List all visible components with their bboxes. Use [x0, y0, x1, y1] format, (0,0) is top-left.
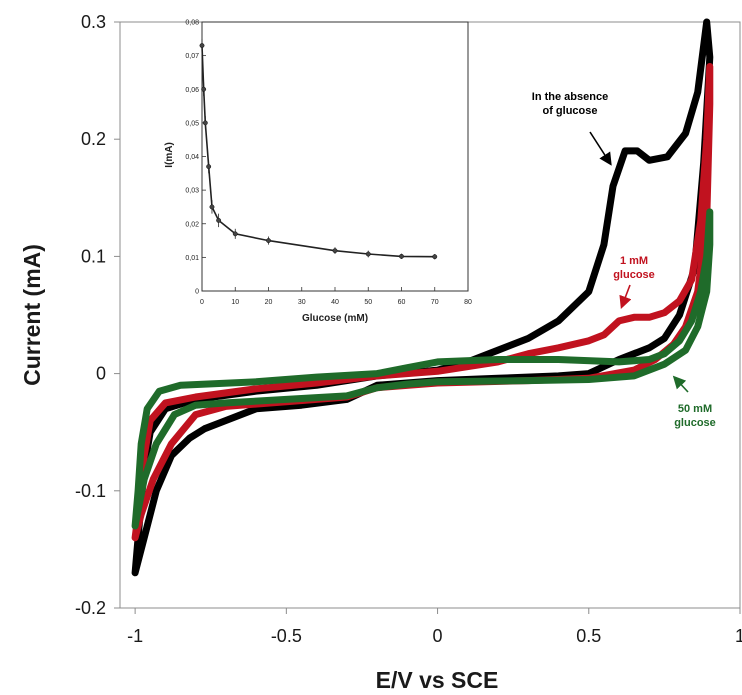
y-tick-label: 0.3 [81, 12, 106, 32]
main-plot-area: -0.2 -0.1 0 0.1 0.2 0.3 -1 -0.5 0 0.5 1 E/V vs SCE C… [19, 12, 742, 693]
x-tick-label: 0.5 [576, 626, 601, 646]
x-axis-title: E/V vs SCE [376, 667, 499, 693]
y-axis-title: Current (mA) [19, 244, 45, 386]
y-tick-label: -0.1 [75, 481, 106, 501]
inset-data-point [232, 231, 238, 237]
inset-x-tick-label: 70 [431, 299, 439, 306]
y-tick-label: -0.2 [75, 598, 106, 618]
inset-data-point [206, 164, 212, 170]
inset-data-point [202, 120, 208, 126]
inset-y-tick-label: 0,04 [185, 154, 199, 161]
inset-data-point [209, 204, 215, 210]
inset-data-point [216, 217, 222, 223]
annotation-arrow [619, 284, 632, 309]
annotation-label: 50 mM [678, 403, 712, 415]
annotation-label: In the absence [532, 91, 608, 103]
inset-x-tick-label: 80 [464, 299, 472, 306]
inset-y-tick-label: 0,01 [185, 255, 199, 262]
inset-data-point [332, 248, 338, 254]
series-line-50mm-glucose [131, 208, 714, 530]
inset-plot-frame [201, 21, 469, 292]
inset-data-point [266, 238, 271, 244]
inset-y-tick-label: 0,05 [185, 120, 199, 127]
y-tick-label: 0.2 [81, 129, 106, 149]
inset-data-point [432, 254, 438, 260]
inset-x-tick-label: 0 [200, 299, 204, 306]
annotation-label: glucose [674, 417, 716, 429]
y-tick-label: 0.1 [81, 246, 106, 266]
annotation-arrow [589, 131, 612, 166]
inset-y-axis-title: I(mA) [164, 142, 175, 168]
x-tick-label: -0.5 [271, 626, 302, 646]
annotation-label: glucose [613, 269, 655, 281]
y-tick-label: 0 [96, 364, 106, 384]
inset-data-point [365, 251, 371, 257]
annotations-layer: In the absence of glucose 1 mM glucose 50 mM… [532, 91, 716, 429]
x-tick-label: 0 [433, 626, 443, 646]
inset-data-point [399, 253, 404, 259]
annotation-label: of glucose [542, 105, 597, 117]
inset-plot-area: 0 0,01 0,02 0,03 0,04 0,05 0,06 0,07 0,08 0 10 20 30… [164, 20, 472, 325]
inset-x-tick-label: 10 [231, 299, 239, 306]
inset-y-tick-label: 0,06 [185, 87, 199, 94]
x-tick-label: -1 [127, 626, 143, 646]
inset-x-axis-title: Glucose (mM) [302, 313, 368, 324]
inset-y-tick-label: 0,08 [185, 20, 199, 27]
inset-data-point [201, 86, 207, 92]
inset-y-tick-label: 0,02 [185, 221, 199, 228]
inset-x-tick-label: 30 [298, 299, 306, 306]
inset-data-point [199, 43, 205, 48]
inset-x-tick-label: 20 [265, 299, 273, 306]
annotation-label: 1 mM [620, 255, 648, 267]
inset-y-tick-label: 0,07 [185, 53, 199, 60]
inset-x-tick-label: 50 [364, 299, 372, 306]
inset-y-tick-label: 0,03 [185, 188, 199, 195]
inset-x-tick-label: 60 [398, 299, 406, 306]
inset-y-tick-label: 0 [195, 289, 199, 296]
annotation-arrow [672, 375, 689, 393]
inset-x-tick-label: 40 [331, 299, 339, 306]
x-tick-label: 1 [735, 626, 742, 646]
